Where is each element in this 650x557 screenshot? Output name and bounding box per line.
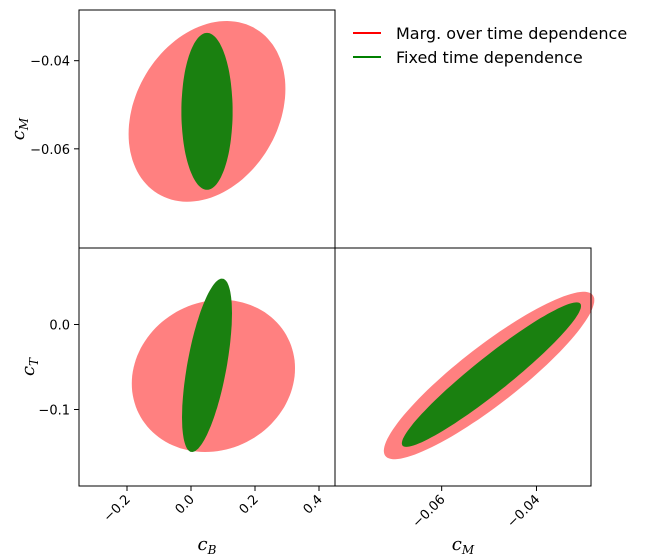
panel-cM-cT-frame bbox=[334, 247, 592, 487]
contour-fixed-cM-cT bbox=[401, 302, 581, 447]
ytick-label-cM-1: −0.04 bbox=[30, 55, 70, 70]
xtick-label-cM-1: −0.04 bbox=[505, 492, 544, 531]
panel-cB-cT bbox=[78, 247, 336, 487]
ylabel-cT: cT bbox=[18, 357, 41, 376]
panel-cM-cT bbox=[334, 247, 595, 487]
xlabel-cM: cM bbox=[452, 534, 475, 557]
xtick-label-cB-2: 0.2 bbox=[237, 492, 262, 517]
legend-label-marg: Marg. over time dependence bbox=[396, 24, 627, 43]
legend: Marg. over time dependence Fixed time de… bbox=[353, 24, 627, 67]
xtick-label-cB-1: 0.0 bbox=[173, 492, 198, 517]
xtick-label-cB-0: −0.2 bbox=[101, 492, 134, 525]
panel-cB-cM bbox=[78, 9, 336, 249]
ytick-label-cM-0: −0.06 bbox=[30, 143, 70, 158]
contour-fixed-cB-cM bbox=[181, 32, 233, 190]
xtick-label-cM-0: −0.06 bbox=[410, 492, 449, 531]
xlabel-cB: cB bbox=[198, 534, 217, 557]
ytick-label-cT-1: 0.0 bbox=[49, 319, 70, 334]
ytick-label-cT-0: −0.1 bbox=[38, 404, 70, 419]
ylabel-cM: cM bbox=[8, 117, 31, 140]
xtick-label-cB-3: 0.4 bbox=[301, 492, 326, 517]
legend-label-fixed: Fixed time dependence bbox=[396, 48, 583, 67]
contour-fixed-cB-cT bbox=[182, 278, 232, 452]
